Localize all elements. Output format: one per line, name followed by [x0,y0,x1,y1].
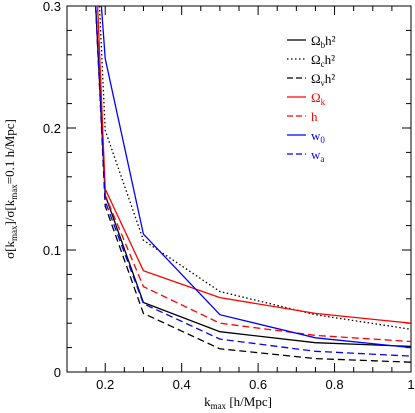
y-tick-label: 0.3 [43,0,61,14]
series-line [95,6,411,348]
legend-label: Ωbh² [311,33,336,50]
legend-label: Ωνh² [311,71,335,88]
y-axis-title: σ[kmax]/σ[kmax=0.1 h/Mpc] [2,119,19,259]
series-line [95,6,411,343]
y-tick-label: 0.1 [43,243,61,258]
legend-label: wa [311,147,324,164]
series-lines [95,6,411,363]
series-line [96,6,411,324]
plot-frame [66,5,412,373]
x-tick-label: 0.4 [173,377,191,392]
ticks [67,6,412,372]
series-line [95,6,411,363]
legend-label: Ωk [311,90,326,107]
legend-label: Ωch² [311,52,335,69]
x-tick-label: 0.8 [326,377,344,392]
y-tick-label: 0.2 [43,121,61,136]
legend-label: h [311,109,318,124]
x-tick-label: 0.2 [96,377,114,392]
series-line [100,6,411,349]
x-tick-label: 1 [407,377,414,392]
x-tick-label: 0.6 [249,377,267,392]
tick-labels: 0.2 0.4 0.6 0.8 1 0 0.1 0.2 0.3 [43,0,415,392]
legend: Ωbh² Ωch² Ωνh² Ωk h w0 wa [287,33,336,164]
x-axis-title: kmax [h/Mpc] [204,394,272,411]
series-line [98,6,411,330]
legend-label: w0 [311,128,325,145]
y-tick-label: 0 [54,365,61,380]
series-line [95,6,411,357]
